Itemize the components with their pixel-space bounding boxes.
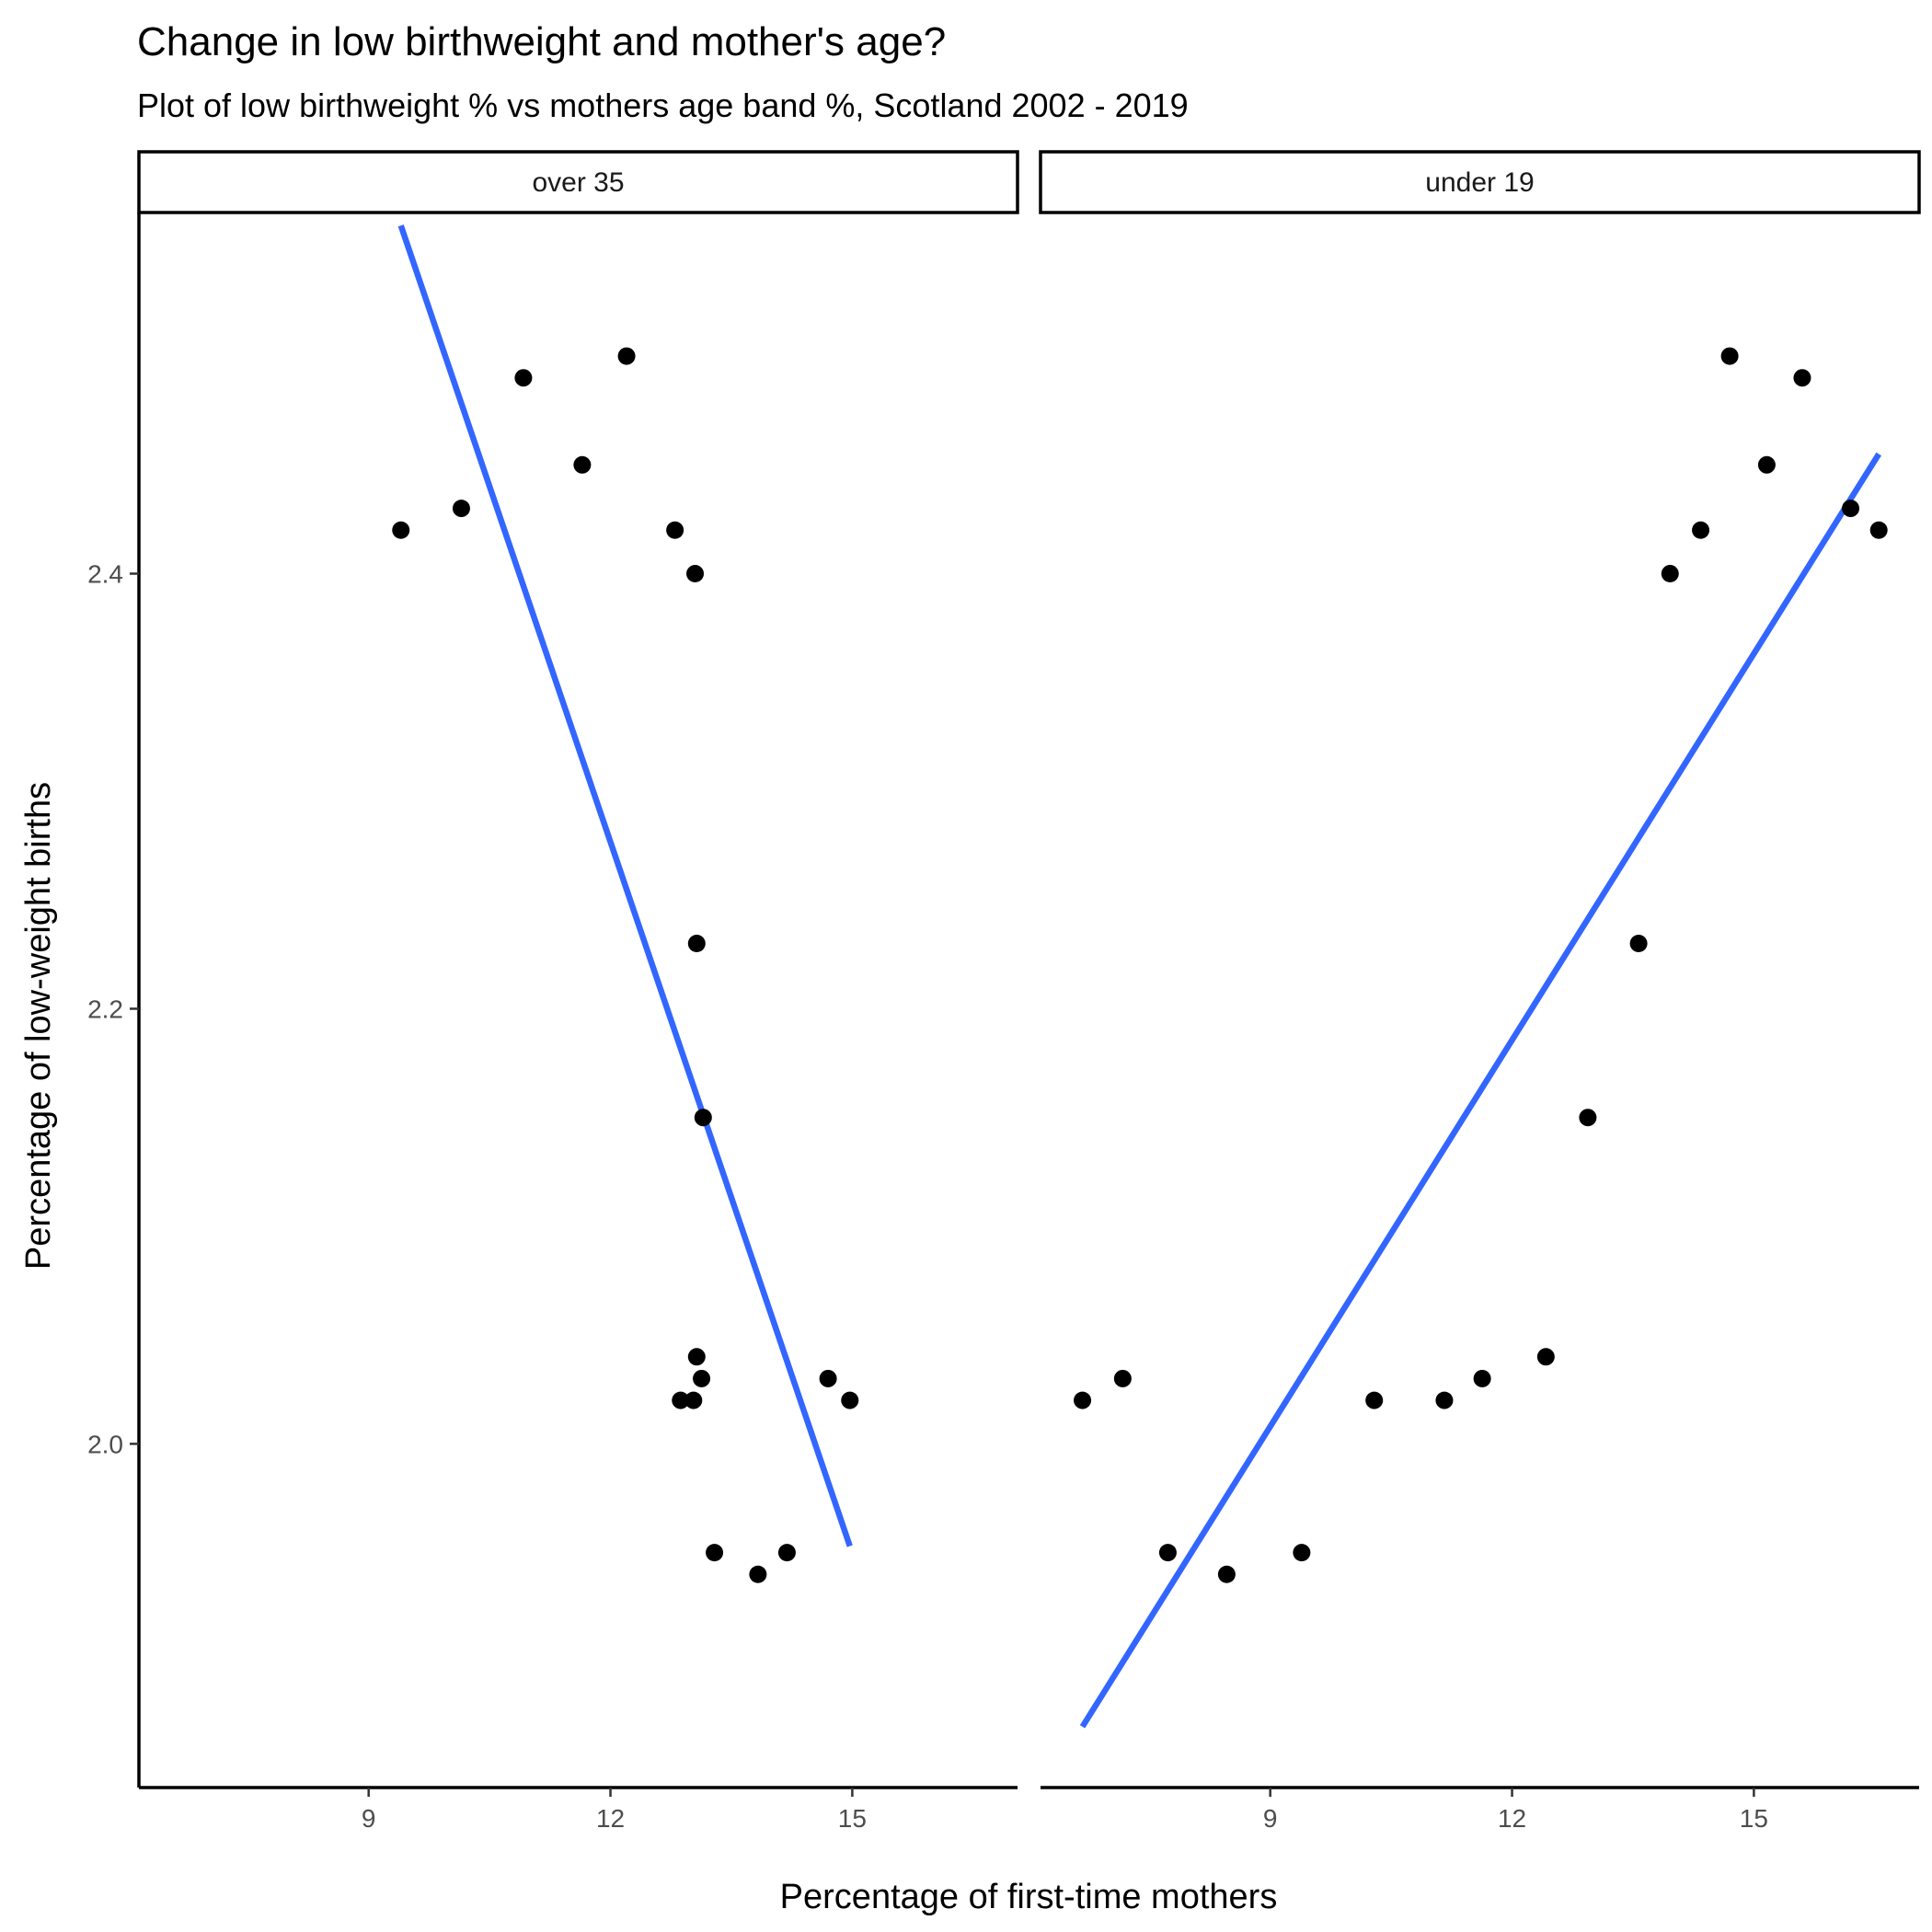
data-point	[686, 565, 705, 583]
data-point	[819, 1369, 837, 1387]
data-point	[573, 455, 592, 474]
data-point	[693, 1369, 711, 1387]
x-tick-label: 15	[838, 1804, 867, 1833]
data-point	[392, 521, 410, 539]
y-tick-label: 2.2	[87, 995, 123, 1023]
data-point	[1536, 1348, 1555, 1366]
x-axis-title: Percentage of first-time mothers	[780, 1878, 1278, 1916]
data-point	[1692, 521, 1710, 539]
data-point	[1629, 935, 1648, 953]
y-axis-title: Percentage of low-weight births	[19, 782, 58, 1270]
strip-box-over-35	[137, 150, 1019, 214]
data-point	[666, 521, 684, 539]
data-point	[1435, 1391, 1454, 1409]
data-point	[1113, 1369, 1132, 1387]
chart-subtitle: Plot of low birthweight % vs mothers age…	[137, 86, 1189, 124]
data-point	[1720, 347, 1739, 365]
x-tick-label: 15	[1740, 1804, 1768, 1833]
data-point	[694, 1109, 712, 1127]
x-axes: 9 12 15 9 12 15	[139, 1786, 1919, 1833]
data-point	[1869, 521, 1888, 539]
data-point	[777, 1544, 796, 1562]
y-tick-label: 2.4	[87, 560, 123, 589]
data-point	[749, 1565, 767, 1583]
data-point	[1661, 565, 1679, 583]
strip-label-over-35: over 35	[532, 167, 624, 198]
data-point	[1217, 1565, 1236, 1583]
strip-box-under-19	[1039, 150, 1921, 214]
data-point	[1793, 369, 1811, 387]
y-tick-label: 2.0	[87, 1430, 123, 1458]
data-point	[706, 1544, 724, 1562]
data-point	[1842, 500, 1860, 518]
data-point	[841, 1391, 859, 1409]
x-tick-label: 9	[1263, 1804, 1278, 1833]
data-point	[684, 1391, 703, 1409]
data-point	[687, 935, 706, 953]
panel-under-19: under 19	[1039, 150, 1921, 1729]
x-tick-label: 12	[596, 1804, 625, 1833]
trend-line	[397, 224, 853, 1547]
data-point	[1365, 1391, 1384, 1409]
panel-over-35: over 35	[137, 150, 1019, 1583]
data-point	[1158, 1544, 1177, 1562]
data-point	[672, 1391, 690, 1409]
data-point	[1293, 1544, 1311, 1562]
strip-label-under-19: under 19	[1425, 167, 1534, 198]
chart-title: Change in low birthweight and mother's a…	[137, 19, 946, 64]
x-tick-label: 12	[1498, 1804, 1526, 1833]
data-point	[1579, 1109, 1597, 1127]
data-point	[617, 347, 636, 365]
trend-line	[1079, 452, 1881, 1729]
data-point	[687, 1348, 706, 1366]
data-point	[1074, 1391, 1092, 1409]
data-point	[1473, 1369, 1491, 1387]
data-point	[1757, 455, 1776, 474]
data-point	[452, 500, 470, 518]
data-point	[514, 369, 533, 387]
y-axis: 2.0 2.2 2.4	[87, 213, 141, 1788]
x-tick-label: 9	[362, 1804, 376, 1833]
